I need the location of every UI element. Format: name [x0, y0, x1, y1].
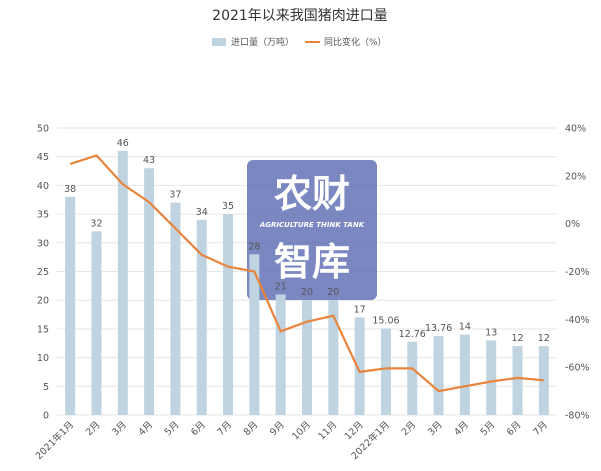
legend: 进口量（万吨） 同比变化（%）	[212, 36, 387, 48]
bar	[144, 168, 155, 415]
bar	[459, 334, 470, 415]
bar-data-label: 14	[459, 322, 471, 333]
bar	[223, 214, 234, 415]
x-tick-label: 9月	[268, 419, 287, 438]
watermark-logo: 农财 AGRICULTURE THINK TANK 智库	[247, 160, 377, 300]
bar	[486, 340, 497, 415]
watermark-box	[247, 160, 377, 300]
bar	[91, 231, 102, 415]
bar-data-label: 13	[485, 327, 497, 338]
yoy-change-line	[69, 154, 544, 393]
x-tick-label: 10月	[290, 419, 313, 442]
y-left-tick-label: 20	[37, 296, 49, 307]
x-tick-label: 11月	[316, 419, 339, 442]
bar-data-label: 20	[301, 287, 313, 298]
bar	[538, 346, 549, 415]
bar-data-label: 28	[248, 241, 260, 252]
x-tick-label: 2月	[84, 419, 103, 438]
bar	[65, 196, 76, 415]
bar-data-label: 35	[222, 201, 234, 212]
bar	[354, 317, 365, 415]
bar	[275, 294, 286, 415]
bar	[433, 336, 444, 415]
x-tick-label: 6月	[505, 419, 524, 438]
y-left-tick-label: 25	[37, 267, 49, 278]
bar-data-label: 15.06	[372, 316, 399, 327]
y-left-tick-label: 30	[37, 238, 49, 249]
bar	[117, 150, 128, 415]
right-axis: -80% -60% -40% -20% 0% 20% 40%	[565, 124, 590, 422]
legend-label-bar: 进口量（万吨）	[231, 36, 294, 48]
watermark-line-3: 智库	[274, 240, 350, 284]
bar-data-label: 20	[327, 287, 339, 298]
y-left-tick-label: 35	[37, 210, 49, 221]
x-tick-label: 5月	[163, 419, 182, 438]
x-tick-label: 7月	[215, 419, 234, 438]
bar	[328, 300, 339, 415]
bar-data-label: 37	[169, 190, 181, 201]
bar-data-label: 17	[354, 304, 366, 315]
bar-data-label: 21	[275, 281, 287, 292]
bar-data-label: 12	[538, 333, 550, 344]
x-tick-label: 3月	[426, 419, 445, 438]
bar	[380, 328, 391, 415]
y-left-tick-label: 40	[37, 181, 49, 192]
line-series	[69, 154, 544, 393]
bar-data-label: 46	[117, 138, 129, 149]
bar	[407, 341, 418, 415]
bar-data-label: 12	[511, 333, 523, 344]
x-tick-label: 2021年1月	[33, 419, 76, 462]
y-right-tick-label: 20%	[565, 171, 586, 182]
chart-title: 2021年以来我国猪肉进口量	[212, 8, 388, 24]
bar-data-label: 38	[64, 184, 76, 195]
y-right-tick-label: 40%	[565, 124, 586, 135]
x-tick-label: 8月	[242, 419, 261, 438]
x-tick-label: 7月	[531, 419, 550, 438]
bar	[302, 300, 312, 415]
left-axis: 0 5 10 15 20 25 30 35 40 45 50	[37, 124, 49, 422]
bar-data-label: 32	[90, 218, 102, 229]
x-tick-label: 3月	[110, 419, 129, 438]
bar	[249, 254, 260, 415]
y-right-tick-label: -60%	[565, 363, 590, 374]
y-right-tick-label: -40%	[565, 315, 590, 326]
x-tick-label: 5月	[479, 419, 498, 438]
bar-data-label: 43	[143, 155, 155, 166]
x-tick-label: 4月	[452, 419, 471, 438]
legend-swatch-bar	[212, 38, 226, 46]
legend-label-line: 同比变化（%）	[324, 36, 387, 48]
bar-data-label: 12.76	[399, 329, 426, 340]
y-left-tick-label: 45	[37, 152, 49, 163]
y-left-tick-label: 0	[43, 411, 49, 422]
x-tick-label: 6月	[189, 419, 208, 438]
bar	[512, 346, 523, 415]
watermark-line-1: 农财	[274, 172, 350, 216]
y-left-tick-label: 10	[37, 353, 49, 364]
y-left-tick-label: 15	[37, 324, 49, 335]
y-right-tick-label: 0%	[565, 219, 580, 230]
watermark-line-2: AGRICULTURE THINK TANK	[259, 221, 365, 229]
y-right-tick-label: -80%	[565, 411, 590, 422]
y-right-tick-label: -20%	[565, 267, 590, 278]
x-tick-label: 2月	[400, 419, 419, 438]
bar-data-label: 13.76	[425, 323, 452, 334]
bar-data-label: 34	[196, 207, 208, 218]
y-left-tick-label: 5	[43, 382, 49, 393]
x-tick-label: 4月	[136, 419, 155, 438]
y-left-tick-label: 50	[37, 124, 49, 135]
bar	[196, 219, 207, 415]
bar	[170, 202, 181, 415]
x-tick-label: 12月	[343, 419, 366, 442]
